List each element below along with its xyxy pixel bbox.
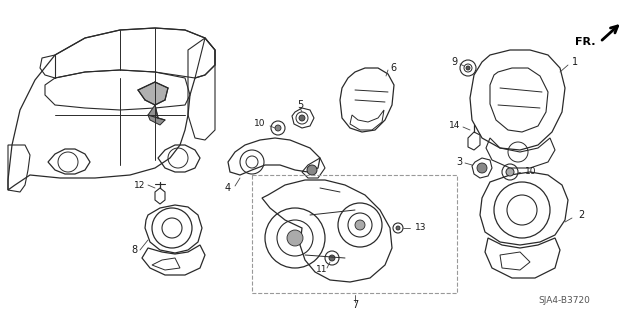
Text: 7: 7 <box>352 300 358 310</box>
Text: 1: 1 <box>572 57 578 67</box>
Circle shape <box>299 115 305 121</box>
Text: 10: 10 <box>525 167 536 176</box>
Polygon shape <box>148 105 165 125</box>
Text: 4: 4 <box>225 183 231 193</box>
Circle shape <box>466 66 470 70</box>
Text: 6: 6 <box>390 63 396 73</box>
Text: 9: 9 <box>452 57 458 67</box>
Text: 2: 2 <box>578 210 584 220</box>
Text: FR.: FR. <box>575 37 596 47</box>
Bar <box>252 175 457 293</box>
Polygon shape <box>138 82 168 105</box>
Circle shape <box>275 125 281 131</box>
Text: 11: 11 <box>316 265 328 275</box>
Text: 12: 12 <box>134 181 145 189</box>
Circle shape <box>477 163 487 173</box>
Circle shape <box>329 255 335 261</box>
Text: 8: 8 <box>131 245 137 255</box>
Circle shape <box>396 226 400 230</box>
Text: 5: 5 <box>297 100 303 110</box>
Text: SJA4-B3720: SJA4-B3720 <box>538 296 590 305</box>
Text: 14: 14 <box>449 121 460 130</box>
Circle shape <box>506 168 514 176</box>
Text: 3: 3 <box>456 157 462 167</box>
Text: 10: 10 <box>253 120 265 129</box>
Circle shape <box>287 230 303 246</box>
Text: 13: 13 <box>415 224 426 233</box>
Circle shape <box>307 165 317 175</box>
Circle shape <box>355 220 365 230</box>
